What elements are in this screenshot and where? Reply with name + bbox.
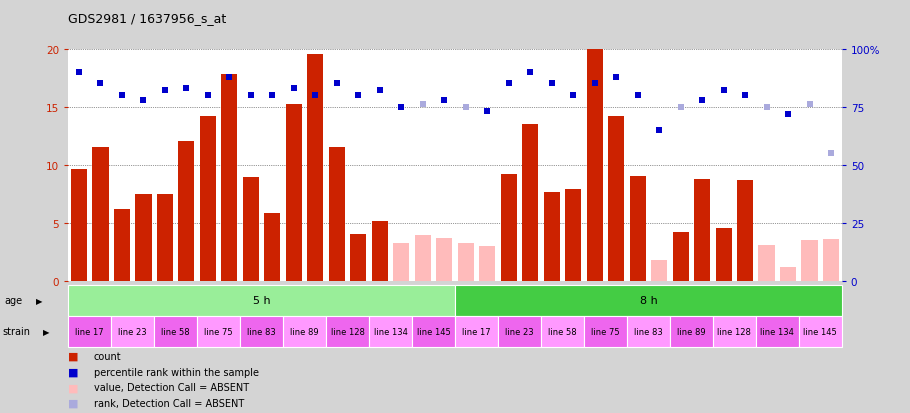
Text: line 17: line 17 [76, 327, 104, 336]
Bar [240, 316, 283, 347]
Bar [630, 177, 646, 281]
Bar [221, 75, 238, 281]
Bar [802, 240, 817, 281]
Text: 8 h: 8 h [640, 295, 657, 306]
Text: age: age [5, 295, 23, 306]
Text: line 134: line 134 [761, 327, 794, 336]
Bar [264, 214, 280, 281]
Text: ■: ■ [68, 367, 79, 377]
Bar [543, 193, 560, 281]
Bar [372, 222, 388, 281]
Bar [415, 236, 430, 281]
Text: line 128: line 128 [330, 327, 365, 336]
Bar [565, 190, 581, 281]
Text: ■: ■ [68, 351, 79, 361]
Bar [455, 285, 842, 316]
Bar [541, 316, 584, 347]
Bar [713, 316, 756, 347]
Bar [480, 246, 495, 281]
Text: ▶: ▶ [36, 296, 43, 305]
Text: ▶: ▶ [43, 327, 49, 336]
Bar [627, 316, 670, 347]
Text: line 23: line 23 [118, 327, 147, 336]
Bar [114, 209, 130, 281]
Bar [670, 316, 713, 347]
Bar [111, 316, 154, 347]
Bar [93, 148, 108, 281]
Text: line 17: line 17 [462, 327, 490, 336]
Bar [608, 116, 624, 281]
Text: rank, Detection Call = ABSENT: rank, Detection Call = ABSENT [94, 398, 244, 408]
Bar [694, 179, 710, 281]
Bar [759, 245, 774, 281]
Bar [412, 316, 455, 347]
Bar [154, 316, 197, 347]
Bar [756, 316, 799, 347]
Bar [436, 238, 452, 281]
Bar [283, 316, 326, 347]
Text: 5 h: 5 h [253, 295, 270, 306]
Bar [286, 105, 302, 281]
Bar [350, 235, 367, 281]
Bar [329, 148, 345, 281]
Text: line 145: line 145 [804, 327, 837, 336]
Text: line 89: line 89 [677, 327, 705, 336]
Bar [498, 316, 541, 347]
Bar [455, 316, 498, 347]
Text: value, Detection Call = ABSENT: value, Detection Call = ABSENT [94, 382, 248, 392]
Bar [799, 316, 842, 347]
Bar [71, 170, 87, 281]
Bar [587, 50, 602, 281]
Bar [197, 316, 240, 347]
Bar [584, 316, 627, 347]
Bar [651, 260, 667, 281]
Bar [200, 116, 216, 281]
Text: line 58: line 58 [161, 327, 190, 336]
Bar [458, 244, 474, 281]
Text: line 83: line 83 [248, 327, 276, 336]
Text: line 145: line 145 [417, 327, 450, 336]
Bar [68, 316, 111, 347]
Text: line 128: line 128 [717, 327, 752, 336]
Bar [823, 239, 839, 281]
Text: ■: ■ [68, 398, 79, 408]
Text: ■: ■ [68, 382, 79, 392]
Bar [522, 125, 538, 281]
Bar [501, 174, 517, 281]
Text: count: count [94, 351, 121, 361]
Text: line 23: line 23 [505, 327, 534, 336]
Text: line 75: line 75 [592, 327, 620, 336]
Bar [672, 232, 689, 281]
Text: percentile rank within the sample: percentile rank within the sample [94, 367, 258, 377]
Text: line 58: line 58 [548, 327, 577, 336]
Bar [369, 316, 412, 347]
Text: line 89: line 89 [290, 327, 318, 336]
Bar [178, 142, 195, 281]
Bar [136, 194, 151, 281]
Bar [68, 285, 455, 316]
Bar [737, 180, 753, 281]
Bar [157, 194, 173, 281]
Bar [243, 178, 259, 281]
Bar [780, 267, 796, 281]
Bar [308, 55, 323, 281]
Bar [326, 316, 369, 347]
Text: line 83: line 83 [634, 327, 662, 336]
Text: strain: strain [3, 326, 31, 337]
Text: line 134: line 134 [374, 327, 408, 336]
Text: GDS2981 / 1637956_s_at: GDS2981 / 1637956_s_at [68, 12, 227, 25]
Bar [715, 229, 732, 281]
Text: line 75: line 75 [205, 327, 233, 336]
Bar [393, 244, 410, 281]
